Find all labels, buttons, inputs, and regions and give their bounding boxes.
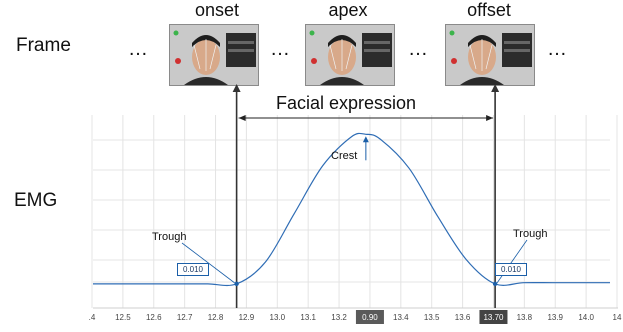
offset-title: offset (467, 0, 511, 20)
trough-left-point (234, 281, 239, 287)
trough-right-label: Trough (513, 228, 548, 240)
x-tick-label: 12.6 (146, 313, 162, 322)
x-tick-label: 13.70 (483, 313, 504, 322)
x-tick-label: .4 (89, 313, 96, 322)
x-tick-label: 12.9 (239, 313, 255, 322)
crest-label: Crest (331, 150, 358, 162)
trough-right-connector (496, 239, 528, 284)
x-tick-label: 13.2 (331, 313, 347, 322)
x-tick-label: 14 (613, 313, 622, 322)
value-callout-left: 0.010 (177, 263, 209, 276)
facial-expression-label: Facial expression (276, 93, 417, 113)
value-callout-right: 0.010 (495, 263, 527, 276)
offset-marker-arrowhead (491, 84, 500, 92)
x-tick-label: 0.90 (362, 313, 378, 322)
trough-right-point (492, 281, 498, 287)
emg-row-label: EMG (14, 190, 58, 211)
x-tick-label: 13.1 (300, 313, 316, 322)
onset-frame-image (169, 24, 259, 86)
x-tick-label: 13.6 (455, 313, 471, 322)
ellipsis-4: … (547, 38, 568, 60)
crest-arrowhead (362, 136, 369, 143)
tick-label-bg (355, 310, 384, 324)
x-tick-label: 14.0 (578, 313, 594, 322)
emg-series-line (93, 132, 610, 287)
span-arrowhead-right (486, 115, 494, 121)
frame-row-label: Frame (16, 35, 71, 56)
ellipsis-2: … (270, 38, 291, 60)
apex-title: apex (328, 0, 368, 20)
x-tick-label: 12.7 (177, 313, 193, 322)
x-tick-label: 13.8 (517, 313, 533, 322)
x-tick-label: 12.8 (208, 313, 224, 322)
x-tick-label: 13.0 (270, 313, 286, 322)
onset-marker-arrowhead (232, 84, 241, 92)
tick-label-bg (479, 310, 508, 324)
x-tick-label: 12.5 (115, 313, 131, 322)
ellipsis-1: … (128, 38, 149, 60)
apex-frame-image (305, 24, 395, 86)
ellipsis-3: … (408, 38, 429, 60)
x-tick-label: 13.9 (547, 313, 563, 322)
offset-frame-image (445, 24, 535, 86)
x-tick-label: 13.4 (393, 313, 409, 322)
x-tick-label: 13.5 (424, 313, 440, 322)
trough-left-label: Trough (152, 231, 187, 243)
onset-title: onset (194, 0, 240, 20)
trough-left-connector (181, 242, 235, 284)
span-arrowhead-left (238, 115, 246, 121)
